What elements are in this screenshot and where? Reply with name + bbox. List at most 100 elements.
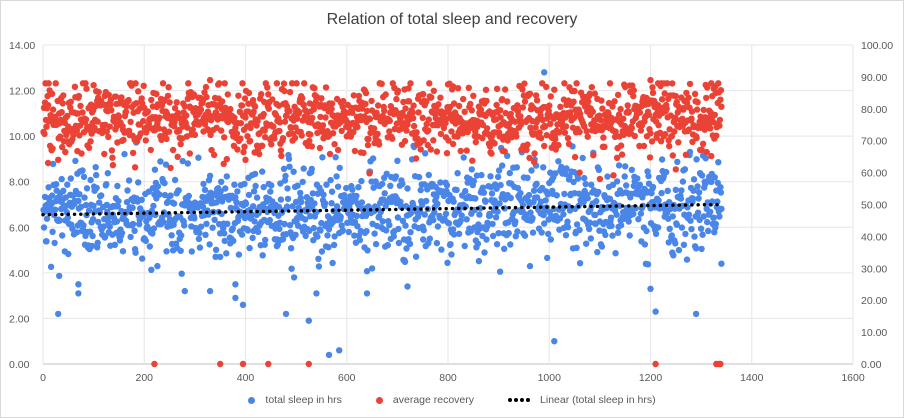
- legend-item-average-recovery[interactable]: average recovery: [375, 394, 474, 406]
- legend-item-linear-trend[interactable]: Linear (total sleep in hrs): [508, 394, 656, 406]
- data-point-average-recovery: [672, 114, 679, 121]
- data-point-total-sleep: [331, 233, 338, 240]
- data-point-average-recovery: [402, 105, 409, 112]
- data-point-total-sleep: [616, 202, 623, 209]
- data-point-total-sleep: [233, 198, 240, 206]
- data-point-average-recovery: [683, 99, 691, 107]
- x-axis-ticks: 0 200 400 600 800 1000 1200 1400 1600: [40, 372, 865, 384]
- data-point-total-sleep: [43, 215, 51, 222]
- data-point-average-recovery: [711, 111, 718, 119]
- data-point-total-sleep: [669, 213, 676, 220]
- data-point-average-recovery: [254, 117, 261, 125]
- data-point-total-sleep: [290, 168, 297, 175]
- data-point-total-sleep: [232, 281, 239, 288]
- data-point-total-sleep: [163, 248, 170, 255]
- data-point-average-recovery: [221, 80, 228, 87]
- data-point-average-recovery: [443, 150, 451, 157]
- data-point-average-recovery: [501, 148, 508, 155]
- data-point-total-sleep: [699, 231, 706, 238]
- data-point-total-sleep: [712, 220, 719, 228]
- data-point-average-recovery: [91, 124, 98, 132]
- data-point-average-recovery: [468, 107, 475, 114]
- data-point-total-sleep: [56, 217, 63, 224]
- data-point-average-recovery: [85, 144, 93, 151]
- right-tick-label: 0.00: [861, 359, 882, 371]
- data-point-average-recovery: [328, 105, 335, 113]
- data-point-average-recovery: [630, 92, 637, 100]
- data-point-average-recovery: [373, 112, 381, 119]
- data-point-total-sleep: [595, 166, 603, 173]
- left-axis-ticks: 0.00 2.00 4.00 6.00 8.00 10.00 12.00 14.00: [9, 40, 35, 371]
- data-point-average-recovery: [43, 123, 50, 130]
- data-point-average-recovery: [374, 130, 381, 138]
- data-point-total-sleep: [622, 163, 629, 170]
- data-point-total-sleep: [218, 178, 225, 185]
- data-point-average-recovery: [617, 105, 624, 113]
- data-point-average-recovery: [461, 108, 468, 116]
- data-point-average-recovery: [389, 135, 396, 142]
- data-point-total-sleep: [574, 175, 582, 182]
- data-point-total-sleep: [542, 197, 549, 204]
- data-point-average-recovery: [609, 103, 616, 110]
- data-point-total-sleep: [678, 224, 686, 231]
- data-point-average-recovery: [270, 123, 277, 130]
- data-point-average-recovery: [239, 80, 246, 87]
- legend-swatch-dotted: [508, 398, 531, 402]
- data-point-total-sleep: [482, 198, 489, 205]
- right-tick-label: 90.00: [861, 72, 887, 84]
- data-point-average-recovery: [519, 104, 527, 111]
- data-point-average-recovery: [479, 134, 486, 142]
- data-point-total-sleep: [314, 233, 321, 240]
- data-point-average-recovery: [251, 103, 259, 110]
- data-point-average-recovery: [237, 135, 244, 142]
- data-point-average-recovery: [350, 129, 357, 136]
- data-point-total-sleep: [353, 192, 360, 200]
- data-point-total-sleep: [580, 198, 587, 206]
- data-point-average-recovery: [77, 102, 84, 110]
- data-point-total-sleep: [540, 164, 547, 171]
- data-point-total-sleep: [677, 195, 685, 202]
- data-point-average-recovery: [375, 141, 383, 148]
- data-point-total-sleep: [579, 154, 586, 162]
- data-point-total-sleep: [689, 195, 697, 202]
- data-point-total-sleep: [292, 231, 299, 238]
- data-point-total-sleep: [313, 290, 320, 297]
- data-point-average-recovery: [640, 142, 648, 150]
- data-point-average-recovery: [158, 136, 165, 143]
- data-point-total-sleep: [625, 218, 632, 225]
- data-point-average-recovery: [547, 93, 554, 100]
- data-point-average-recovery: [491, 140, 498, 147]
- data-point-average-recovery: [502, 86, 509, 93]
- data-point-total-sleep: [72, 157, 79, 165]
- data-point-average-recovery: [497, 114, 504, 121]
- data-point-average-recovery: [75, 92, 83, 100]
- data-point-total-sleep: [92, 164, 99, 171]
- data-point-average-recovery: [231, 114, 238, 121]
- data-point-total-sleep: [82, 201, 90, 209]
- data-point-average-recovery: [661, 90, 668, 97]
- data-point-average-recovery: [419, 114, 426, 122]
- data-point-average-recovery: [160, 126, 168, 133]
- legend-item-total-sleep[interactable]: total sleep in hrs: [248, 394, 342, 406]
- data-point-average-recovery: [401, 137, 409, 145]
- data-point-total-sleep: [563, 165, 570, 172]
- data-point-total-sleep: [406, 240, 414, 248]
- data-point-total-sleep: [239, 301, 247, 308]
- data-point-total-sleep: [287, 245, 295, 252]
- data-point-average-recovery: [115, 113, 123, 121]
- data-point-average-recovery: [241, 95, 249, 102]
- data-point-average-recovery: [474, 123, 481, 130]
- left-tick-label: 4.00: [9, 268, 30, 280]
- data-point-total-sleep: [402, 222, 409, 229]
- data-point-average-recovery: [477, 106, 485, 114]
- data-point-average-recovery: [239, 360, 247, 368]
- data-point-average-recovery: [232, 124, 239, 132]
- data-point-total-sleep: [103, 181, 110, 188]
- data-point-total-sleep: [687, 217, 694, 224]
- data-point-average-recovery: [79, 109, 86, 116]
- data-point-average-recovery: [329, 130, 337, 137]
- data-point-total-sleep: [443, 182, 451, 189]
- data-point-average-recovery: [718, 103, 725, 110]
- data-point-average-recovery: [288, 80, 296, 87]
- data-point-average-recovery: [482, 86, 490, 94]
